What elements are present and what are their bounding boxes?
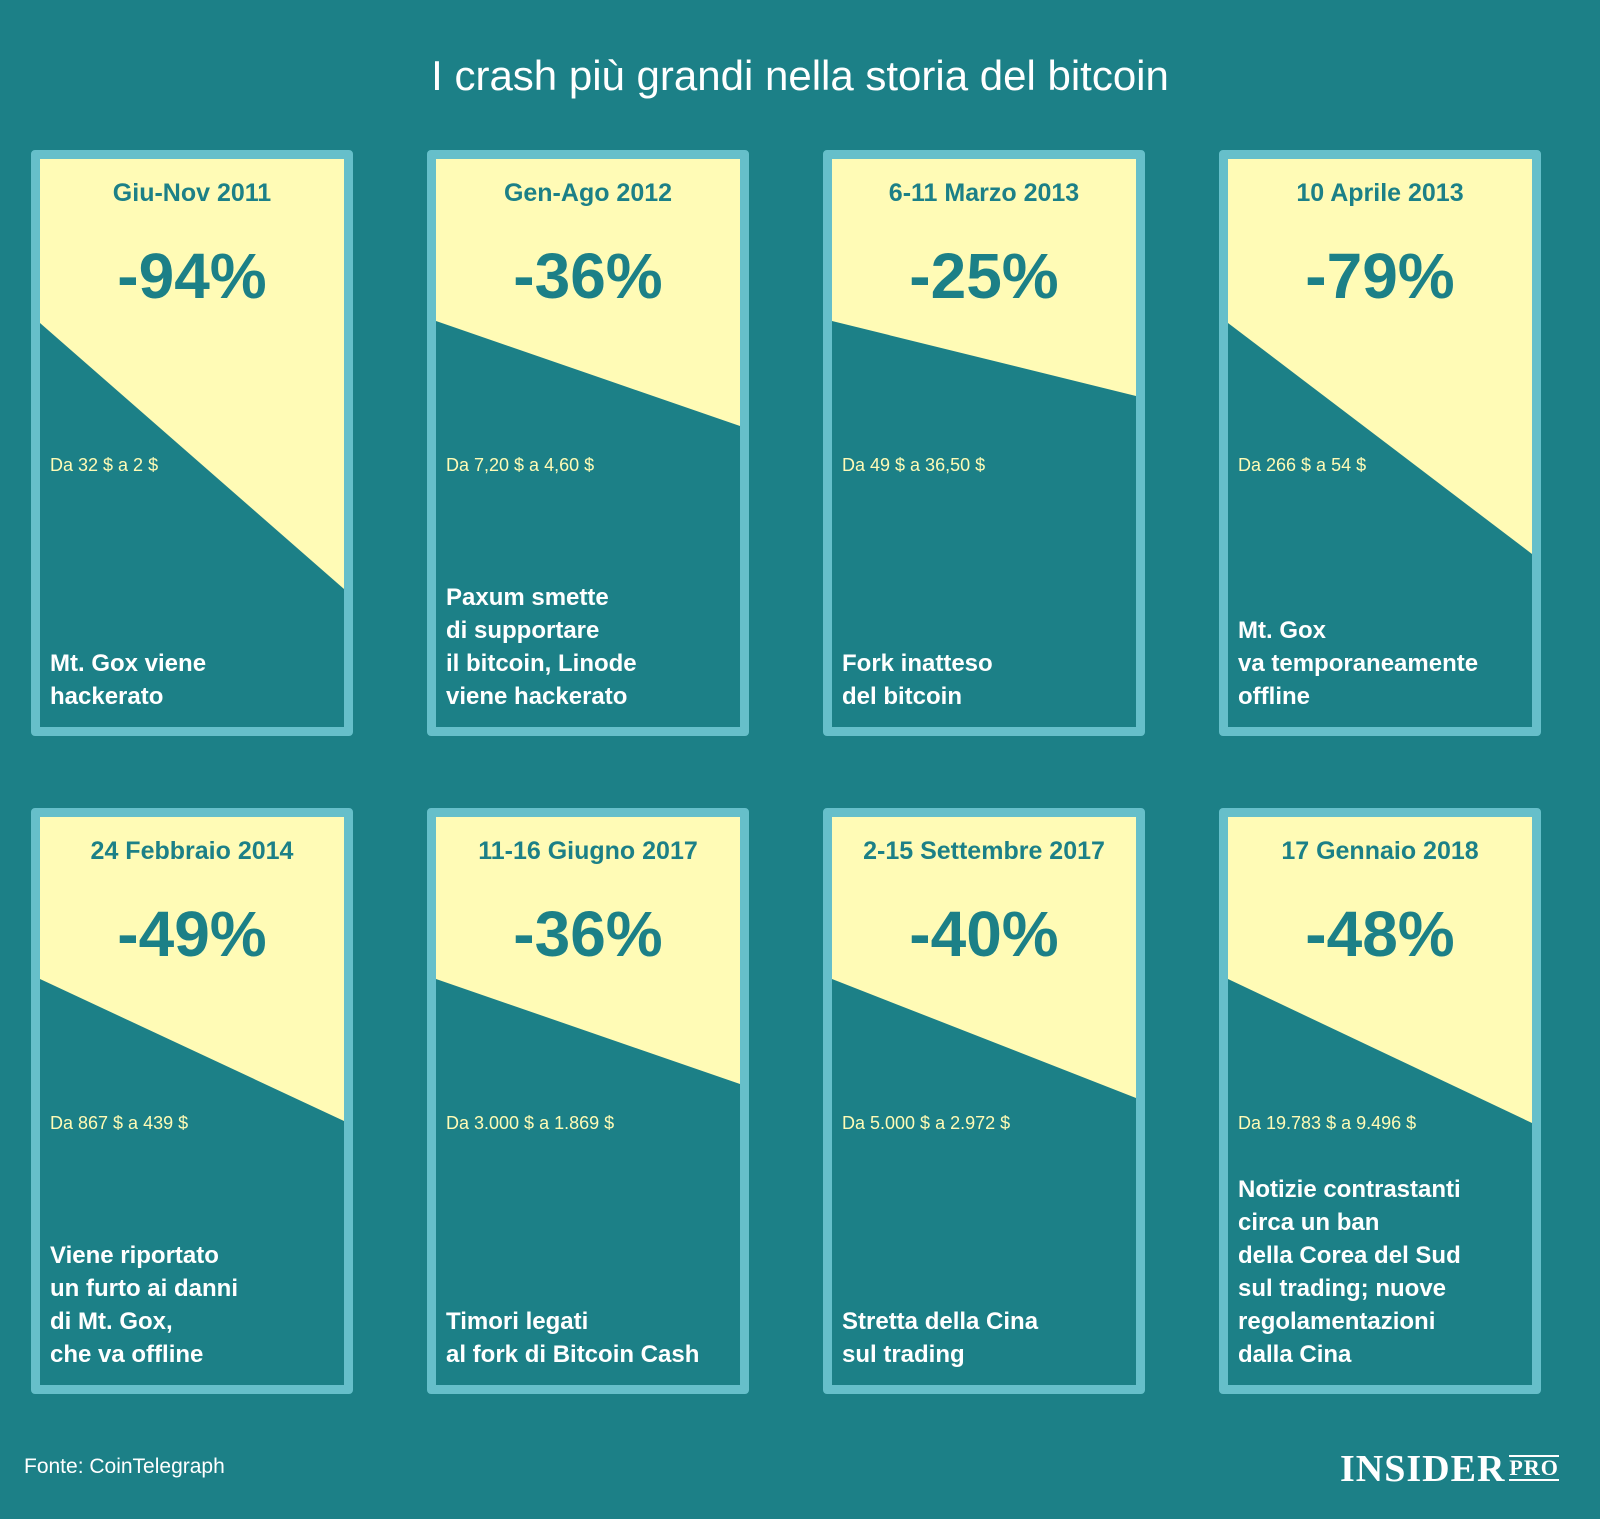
crash-description: Viene riportato un furto ai danni di Mt.…	[50, 1242, 238, 1368]
crash-date: 10 Aprile 2013	[1296, 179, 1464, 207]
crash-percent: -25%	[909, 240, 1059, 312]
crash-description: Stretta della Cina sul trading	[842, 1308, 1039, 1368]
crash-card: 2-15 Settembre 2017 -40% Da 5.000 $ a 2.97…	[823, 808, 1145, 1394]
price-range: Da 7,20 $ a 4,60 $	[446, 455, 595, 475]
page-title: I crash più grandi nella storia del bitc…	[431, 52, 1169, 99]
price-range: Da 19.783 $ a 9.496 $	[1238, 1113, 1417, 1133]
crash-date: 11-16 Giugno 2017	[478, 837, 698, 865]
crash-description: Paxum smette di supportare il bitcoin, L…	[446, 584, 637, 710]
insider-pro-logo: INSIDER PRO	[1340, 1447, 1559, 1491]
crash-date: 2-15 Settembre 2017	[863, 837, 1105, 865]
crash-date: 24 Febbraio 2014	[90, 837, 294, 865]
price-range: Da 49 $ a 36,50 $	[842, 455, 986, 475]
crash-card: 6-11 Marzo 2013 -25% Da 49 $ a 36,50 $ Fork…	[823, 150, 1145, 736]
crash-card: Giu-Nov 2011 -94% Da 32 $ a 2 $ Mt. Gox vie…	[31, 150, 353, 736]
crash-percent: -48%	[1305, 898, 1455, 970]
crash-percent: -94%	[117, 240, 267, 312]
crash-description: Timori legati al fork di Bitcoin Cash	[446, 1308, 700, 1368]
crash-card: Gen-Ago 2012 -36% Da 7,20 $ a 4,60 $ Paxum …	[427, 150, 749, 736]
crash-date: 6-11 Marzo 2013	[888, 179, 1080, 207]
crash-percent: -79%	[1305, 240, 1455, 312]
crash-percent: -49%	[117, 898, 267, 970]
price-range: Da 867 $ a 439 $	[50, 1113, 189, 1133]
logo-sub: PRO	[1509, 1455, 1559, 1481]
crash-description: Fork inatteso del bitcoin	[842, 650, 993, 710]
crash-date: Gen-Ago 2012	[503, 179, 673, 207]
source-note: Fonte: CoinTelegraph	[24, 1455, 225, 1478]
crash-date: Giu-Nov 2011	[112, 179, 272, 207]
price-range: Da 266 $ a 54 $	[1238, 455, 1367, 475]
crash-description: Mt. Gox va temporaneamente offline	[1238, 617, 1479, 710]
logo-main: INSIDER	[1340, 1448, 1506, 1490]
crash-card: 11-16 Giugno 2017 -36% Da 3.000 $ a 1.869 …	[427, 808, 749, 1394]
crash-card: 24 Febbraio 2014 -49% Da 867 $ a 439 $ Vien…	[31, 808, 353, 1394]
crash-date: 17 Gennaio 2018	[1281, 837, 1479, 865]
crash-card: 17 Gennaio 2018 -48% Da 19.783 $ a 9.496 $…	[1219, 808, 1541, 1394]
crash-percent: -36%	[513, 240, 663, 312]
crash-card: 10 Aprile 2013 -79% Da 266 $ a 54 $ Mt. Gox…	[1219, 150, 1541, 736]
price-range: Da 3.000 $ a 1.869 $	[446, 1113, 615, 1133]
crash-description: Mt. Gox viene hackerato	[50, 650, 207, 710]
crash-percent: -36%	[513, 898, 663, 970]
price-range: Da 32 $ a 2 $	[50, 455, 159, 475]
price-range: Da 5.000 $ a 2.972 $	[842, 1113, 1011, 1133]
crash-description: Notizie contrastanti circa un ban della …	[1238, 1176, 1461, 1368]
crash-percent: -40%	[909, 898, 1059, 970]
